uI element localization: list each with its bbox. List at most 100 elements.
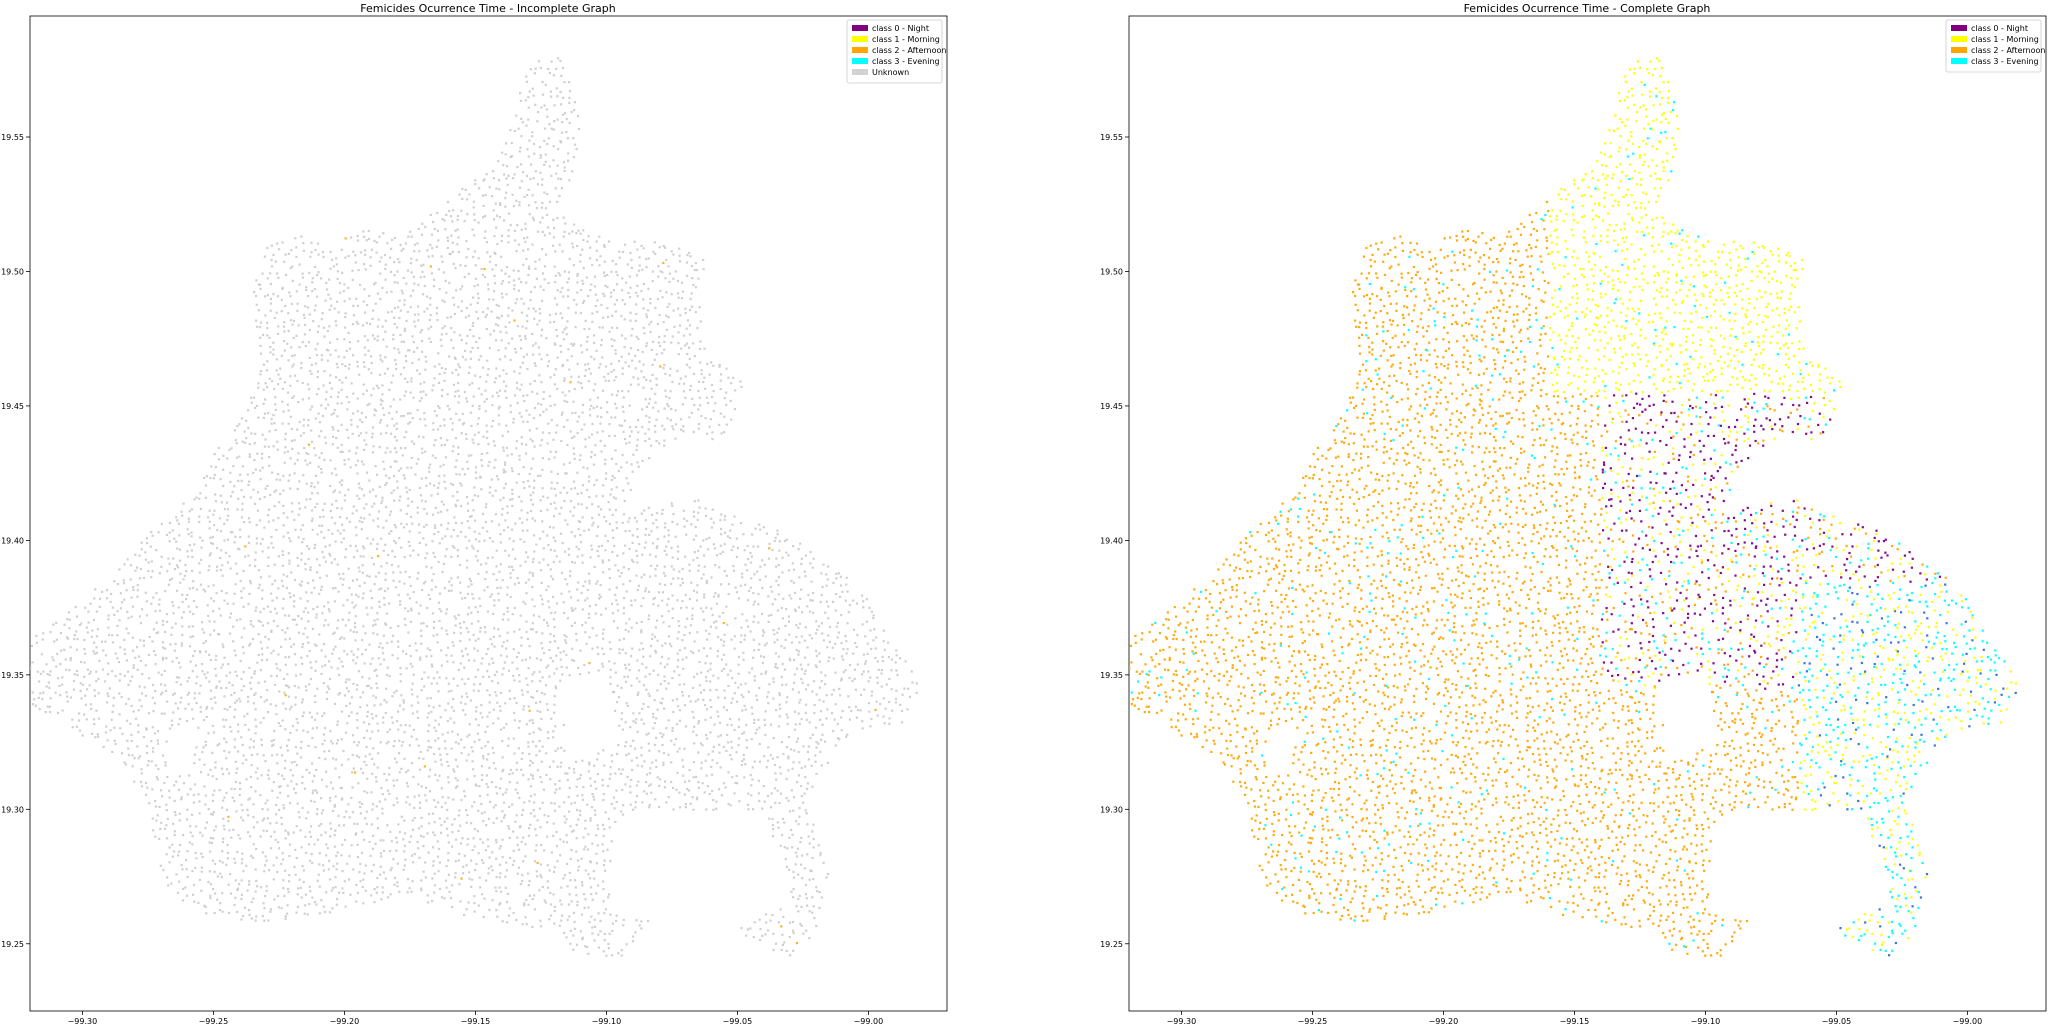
data-point (364, 817, 367, 820)
data-point (288, 637, 291, 640)
data-point (788, 594, 791, 597)
data-point (332, 491, 335, 494)
data-point (622, 637, 626, 640)
data-point (329, 835, 332, 838)
data-point (372, 694, 375, 697)
data-point (329, 822, 332, 825)
data-point (135, 646, 139, 649)
data-point (187, 703, 190, 706)
data-point (485, 571, 488, 574)
data-point (451, 884, 454, 887)
data-point (447, 873, 450, 876)
data-point (222, 837, 225, 840)
data-point (389, 830, 392, 833)
data-point (802, 745, 805, 748)
data-point (220, 666, 223, 669)
data-point (597, 912, 600, 915)
data-point (867, 680, 870, 683)
data-point (697, 549, 700, 552)
data-point (779, 844, 782, 847)
data-point (711, 613, 714, 617)
data-point (399, 673, 402, 676)
data-point (775, 579, 778, 582)
data-point (286, 516, 289, 519)
data-point (484, 730, 487, 733)
data-point (350, 593, 353, 596)
data-point (805, 718, 808, 721)
data-point (313, 774, 316, 777)
data-point (207, 732, 210, 735)
data-point (270, 740, 273, 743)
data-point (291, 510, 294, 513)
data-point (214, 493, 217, 496)
data-point (240, 918, 243, 921)
data-point (643, 546, 646, 549)
data-point (220, 589, 223, 593)
data-point (379, 839, 382, 842)
data-point (433, 533, 436, 536)
data-point (565, 862, 569, 865)
data-point (678, 673, 681, 677)
data-point (102, 745, 105, 749)
data-point (388, 773, 391, 776)
data-point (580, 541, 583, 544)
data-point (795, 855, 799, 858)
data-point (267, 508, 271, 511)
data-point (494, 513, 497, 516)
data-point (281, 774, 284, 777)
data-point (313, 586, 316, 589)
data-point (581, 798, 584, 801)
data-point (630, 759, 633, 762)
data-point (448, 890, 451, 893)
data-point (501, 770, 504, 773)
data-point (506, 921, 509, 924)
data-point (576, 794, 579, 797)
data-point (616, 752, 619, 756)
data-point (569, 510, 572, 513)
data-point (486, 670, 489, 673)
data-point (825, 584, 828, 587)
data-point (617, 768, 621, 771)
data-point (364, 648, 367, 651)
data-point (304, 835, 307, 838)
data-point (213, 629, 216, 632)
data-point (588, 921, 591, 924)
data-point (275, 813, 278, 816)
data-point (603, 828, 606, 831)
data-point (647, 618, 650, 621)
data-point (792, 545, 795, 548)
data-point (247, 554, 250, 557)
data-point (228, 681, 231, 684)
data-point (747, 558, 750, 561)
data-point (618, 648, 621, 651)
data-point (758, 760, 761, 763)
data-point (165, 533, 169, 537)
data-point (722, 644, 725, 647)
data-point (380, 787, 383, 790)
data-point (624, 721, 627, 724)
data-point (45, 685, 48, 688)
data-point (499, 533, 502, 536)
data-point (86, 688, 89, 691)
data-point (267, 514, 270, 517)
data-point (156, 778, 159, 781)
data-point (194, 851, 197, 855)
data-point (706, 737, 709, 740)
data-point (316, 502, 319, 505)
data-point (647, 614, 651, 617)
data-point (582, 585, 585, 588)
data-point (208, 554, 211, 557)
data-point (550, 575, 553, 578)
data-point (678, 570, 681, 573)
data-point (771, 548, 774, 551)
data-point (250, 753, 253, 756)
data-point (671, 504, 674, 507)
data-point (426, 832, 429, 835)
data-point (524, 916, 527, 919)
data-point (451, 823, 454, 826)
data-point (41, 698, 44, 701)
data-point (790, 789, 793, 792)
data-point (390, 491, 393, 494)
data-point (101, 668, 105, 671)
data-point (729, 529, 732, 532)
